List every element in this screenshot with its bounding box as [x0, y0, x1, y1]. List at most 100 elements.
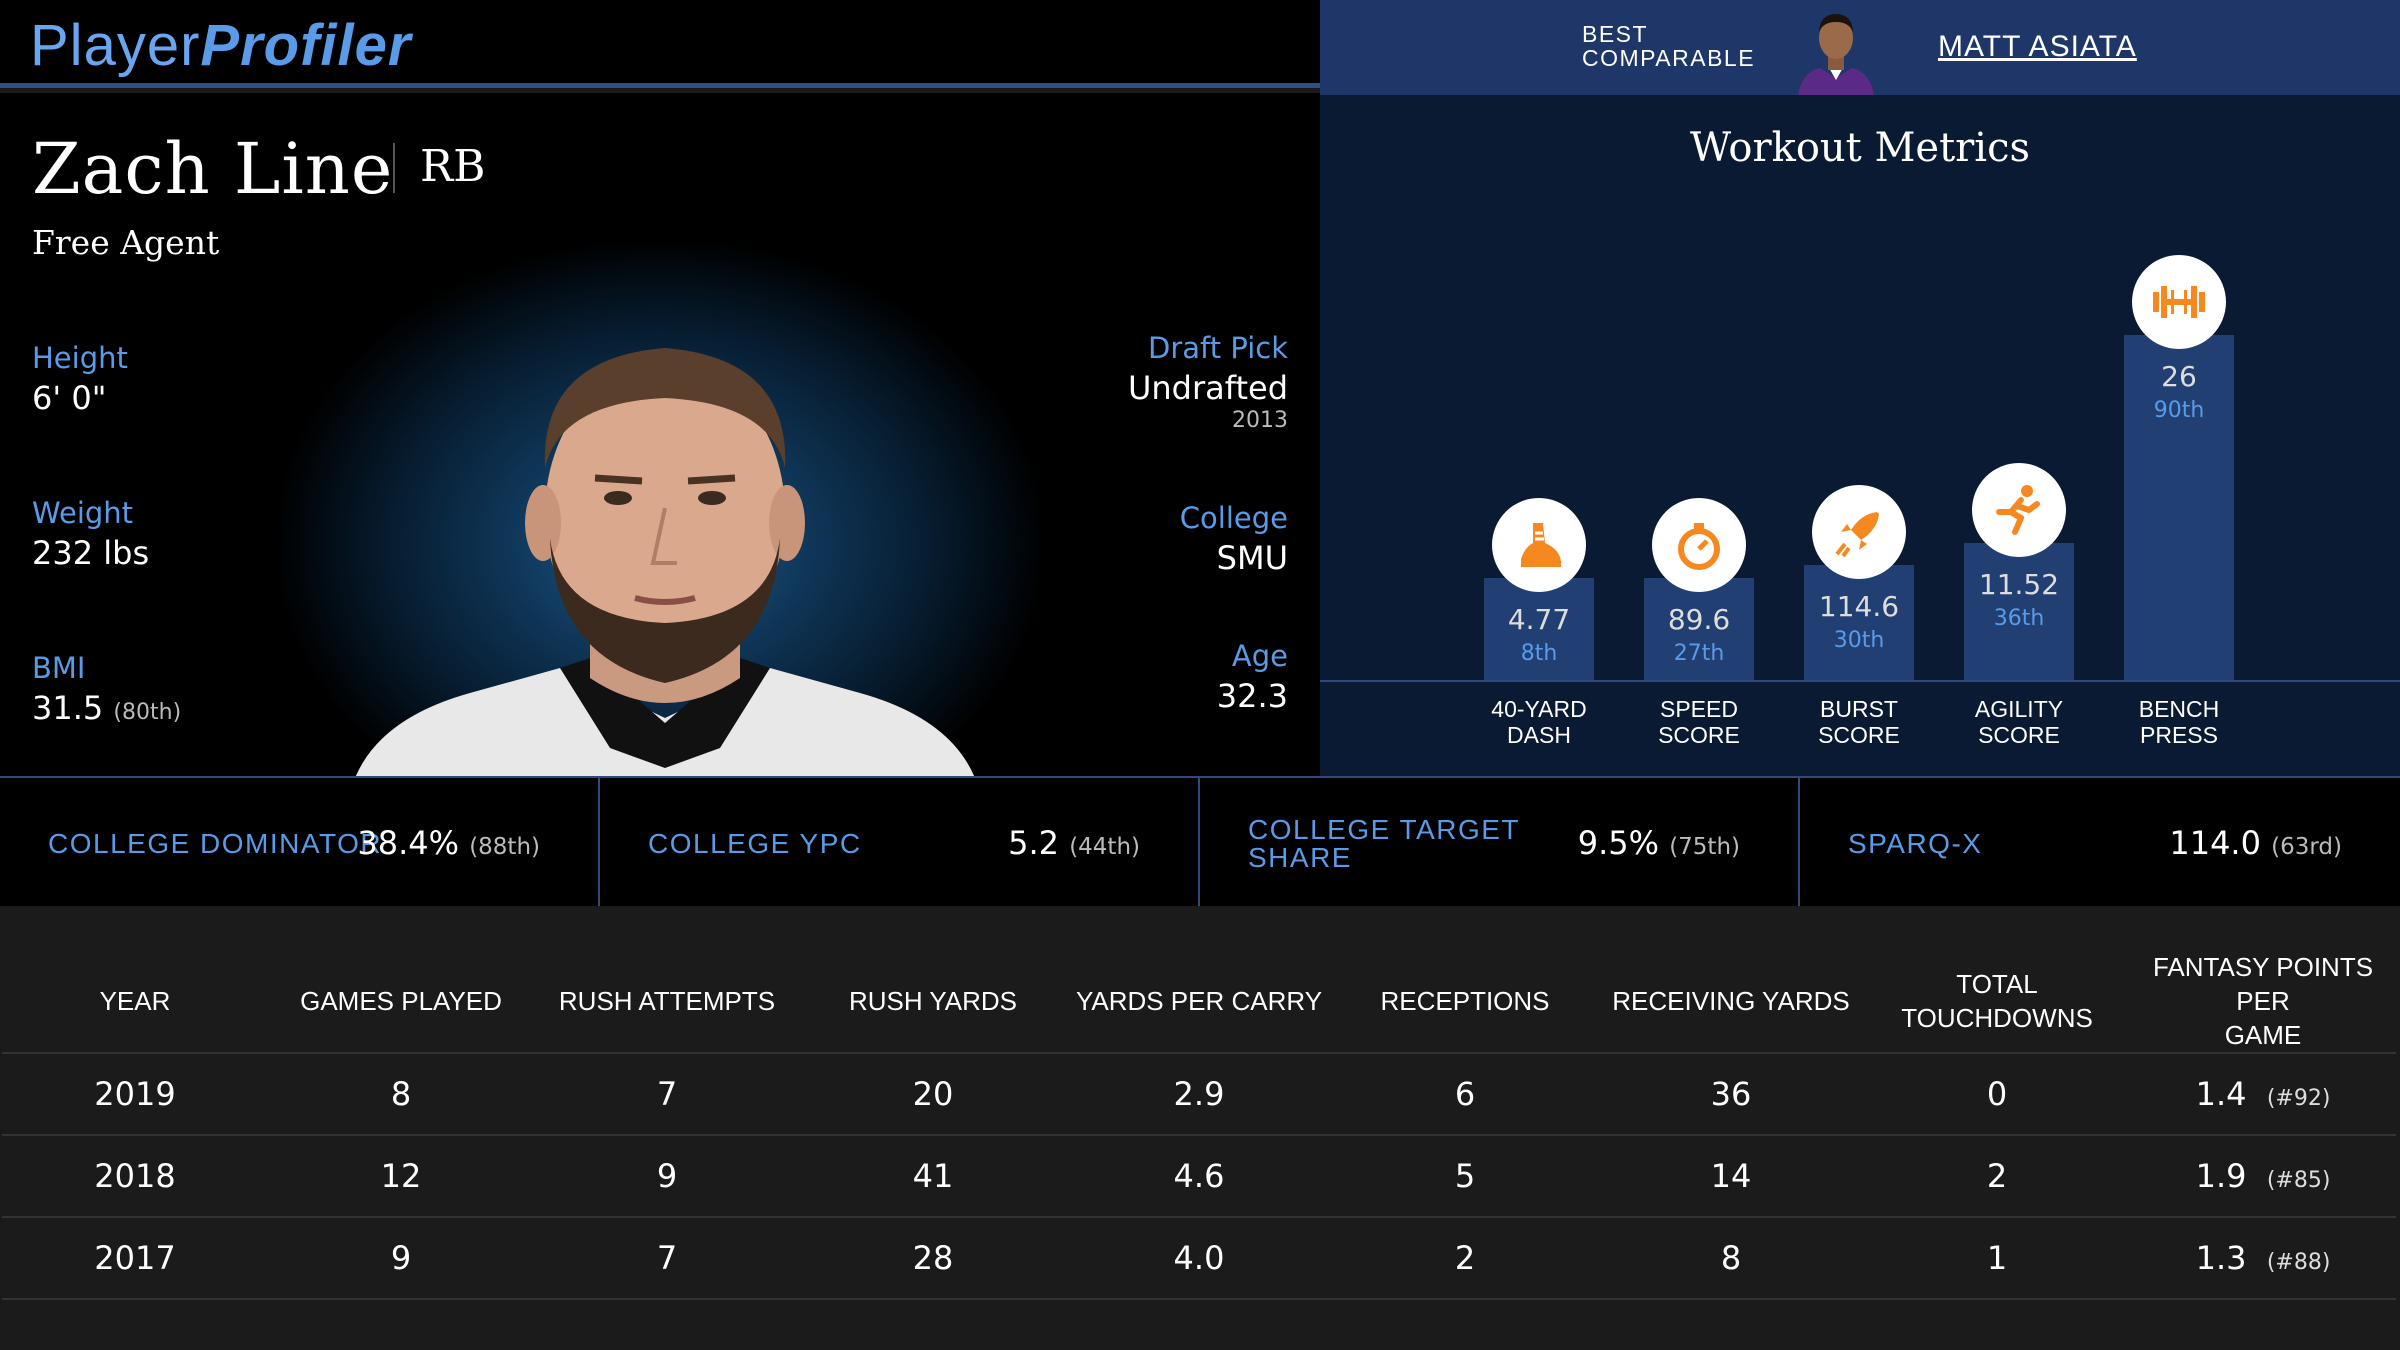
metric-label: 40-YARD DASH: [1491, 696, 1587, 748]
draft-stat: Draft Pick Undrafted 2013: [1128, 328, 1288, 434]
bmi-value: 31.5 (80th): [32, 689, 182, 727]
cell-fpts: 1.3 (#88): [2130, 1217, 2396, 1300]
metric-value: 11.52: [1978, 568, 2060, 601]
sparq-x-value: 114.0 (63rd): [2169, 824, 2342, 862]
player-team: Free Agent: [32, 223, 220, 262]
cell-rush-yds: 20: [800, 1053, 1066, 1136]
top-header: PlayerProfiler: [0, 0, 1320, 88]
metric-percentile: 36th: [1993, 606, 2045, 631]
metric-bar: [1964, 543, 2074, 680]
weight-stat: Weight 232 lbs: [32, 493, 149, 573]
metrics-baseline: [1320, 680, 2400, 682]
workout-metrics-panel: Workout Metrics 4.77 8th 40-YARD DASH 89.…: [1320, 95, 2400, 776]
college-target-share-cell[interactable]: COLLEGE TARGET SHARE 9.5% (75th): [1200, 778, 1800, 908]
col-games-played[interactable]: GAMES PLAYED: [268, 950, 534, 1054]
cell-td: 2: [1864, 1135, 2130, 1218]
metric-value: 89.6: [1667, 603, 1731, 636]
sparq-x-cell[interactable]: SPARQ-X 114.0 (63rd): [1800, 778, 2400, 908]
player-position: RB: [420, 141, 486, 192]
cell-games: 12: [268, 1135, 534, 1218]
bmi-percentile: (80th): [113, 700, 182, 725]
metric-value: 26: [2161, 360, 2197, 393]
col-receiving-yards[interactable]: RECEIVING YARDS: [1598, 950, 1864, 1054]
bmi-stat: BMI 31.5 (80th): [32, 648, 181, 733]
college-label: College: [1179, 501, 1288, 535]
col-yards-per-carry[interactable]: YARDS PER CARRY: [1066, 950, 1332, 1054]
cell-fpts: 1.9 (#85): [2130, 1135, 2396, 1218]
cell-year: 2017: [2, 1217, 268, 1300]
metric-percentile: 30th: [1833, 628, 1885, 653]
cell-ypc: 2.9: [1066, 1053, 1332, 1136]
comparable-player-avatar[interactable]: [1794, 6, 1878, 95]
metric-percentile: 27th: [1673, 641, 1725, 666]
height-value: 6' 0": [32, 379, 107, 417]
metric-bar: [1644, 578, 1754, 680]
name-position-divider: [393, 143, 395, 193]
col-fantasy-points-per-game[interactable]: FANTASY POINTS PER GAME: [2130, 950, 2396, 1054]
cell-rec: 2: [1332, 1217, 1598, 1300]
player-profile-panel: Zach Line RB Free Agent Height 6' 0" Wei…: [0, 93, 1320, 776]
season-stats-section: YEAR GAMES PLAYED RUSH ATTEMPTS RUSH YAR…: [0, 906, 2400, 1350]
table-row: 2018 12 9 41 4.6 5 14 2 1.9 (#85): [2, 1135, 2396, 1218]
college-target-share-label: COLLEGE TARGET SHARE: [1248, 814, 1521, 873]
college-dominator-label: COLLEGE DOMINATOR: [48, 828, 383, 859]
table-header-row: YEAR GAMES PLAYED RUSH ATTEMPTS RUSH YAR…: [2, 950, 2396, 1054]
height-stat: Height 6' 0": [32, 338, 128, 418]
col-rush-yards[interactable]: RUSH YARDS: [800, 950, 1066, 1054]
college-ypc-value: 5.2 (44th): [1008, 824, 1140, 862]
cell-td: 0: [1864, 1053, 2130, 1136]
metric-value: 114.6: [1818, 590, 1900, 623]
logo-text-profiler: Profiler: [200, 13, 412, 78]
draft-year: 2013: [1232, 408, 1288, 433]
college-ypc-label: COLLEGE YPC: [648, 828, 862, 859]
playerprofiler-logo[interactable]: PlayerProfiler: [30, 12, 411, 79]
metric-label: SPEED SCORE: [1658, 696, 1740, 748]
stopwatch-icon: [1652, 498, 1746, 592]
col-rush-attempts[interactable]: RUSH ATTEMPTS: [534, 950, 800, 1054]
cell-games: 8: [268, 1053, 534, 1136]
cell-rec: 5: [1332, 1135, 1598, 1218]
shoe-icon: [1492, 498, 1586, 592]
cell-rush-yds: 28: [800, 1217, 1066, 1300]
col-total-touchdowns[interactable]: TOTAL TOUCHDOWNS: [1864, 950, 2130, 1054]
metric-percentile: 90th: [2153, 398, 2205, 423]
age-label: Age: [1231, 639, 1288, 673]
table-row: 2017 9 7 28 4.0 2 8 1 1.3 (#88): [2, 1217, 2396, 1300]
runner-icon: [1972, 463, 2066, 557]
cell-rush-att: 7: [534, 1053, 800, 1136]
college-ypc-cell[interactable]: COLLEGE YPC 5.2 (44th): [600, 778, 1200, 908]
bmi-label: BMI: [32, 651, 86, 685]
player-name: Zach Line: [32, 128, 394, 210]
draft-value: Undrafted: [1127, 369, 1288, 407]
workout-metrics-title: Workout Metrics: [1689, 125, 2031, 171]
col-year[interactable]: YEAR: [2, 950, 268, 1054]
metric-bar: [2124, 335, 2234, 680]
college-stats-strip: COLLEGE DOMINATOR 38.4% (88th) COLLEGE Y…: [0, 776, 2400, 908]
draft-label: Draft Pick: [1148, 331, 1288, 365]
cell-fpts: 1.4 (#92): [2130, 1053, 2396, 1136]
cell-rush-att: 7: [534, 1217, 800, 1300]
metric-value: 4.77: [1507, 603, 1571, 636]
cell-year: 2019: [2, 1053, 268, 1136]
sparq-x-label: SPARQ-X: [1848, 828, 1983, 859]
dumbbell-icon: [2132, 255, 2226, 349]
college-dominator-value: 38.4% (88th): [357, 824, 540, 862]
height-label: Height: [32, 341, 128, 375]
comparable-player-link[interactable]: MATT ASIATA: [1938, 30, 2137, 63]
col-receptions[interactable]: RECEPTIONS: [1332, 950, 1598, 1054]
weight-label: Weight: [32, 496, 134, 530]
cell-ypc: 4.0: [1066, 1217, 1332, 1300]
cell-games: 9: [268, 1217, 534, 1300]
best-comparable-banner: BEST COMPARABLE MATT ASIATA: [1320, 0, 2400, 95]
metric-percentile: 8th: [1520, 641, 1558, 666]
age-stat: Age 32.3: [1217, 636, 1288, 716]
college-target-share-value: 9.5% (75th): [1577, 824, 1740, 862]
college-dominator-cell[interactable]: COLLEGE DOMINATOR 38.4% (88th): [0, 778, 600, 908]
cell-ypc: 4.6: [1066, 1135, 1332, 1218]
college-value: SMU: [1216, 539, 1288, 577]
cell-td: 1: [1864, 1217, 2130, 1300]
college-stat: College SMU: [1180, 498, 1288, 578]
table-row: 2019 8 7 20 2.9 6 36 0 1.4 (#92): [2, 1053, 2396, 1136]
logo-text-player: Player: [30, 13, 201, 78]
cell-rush-att: 9: [534, 1135, 800, 1218]
